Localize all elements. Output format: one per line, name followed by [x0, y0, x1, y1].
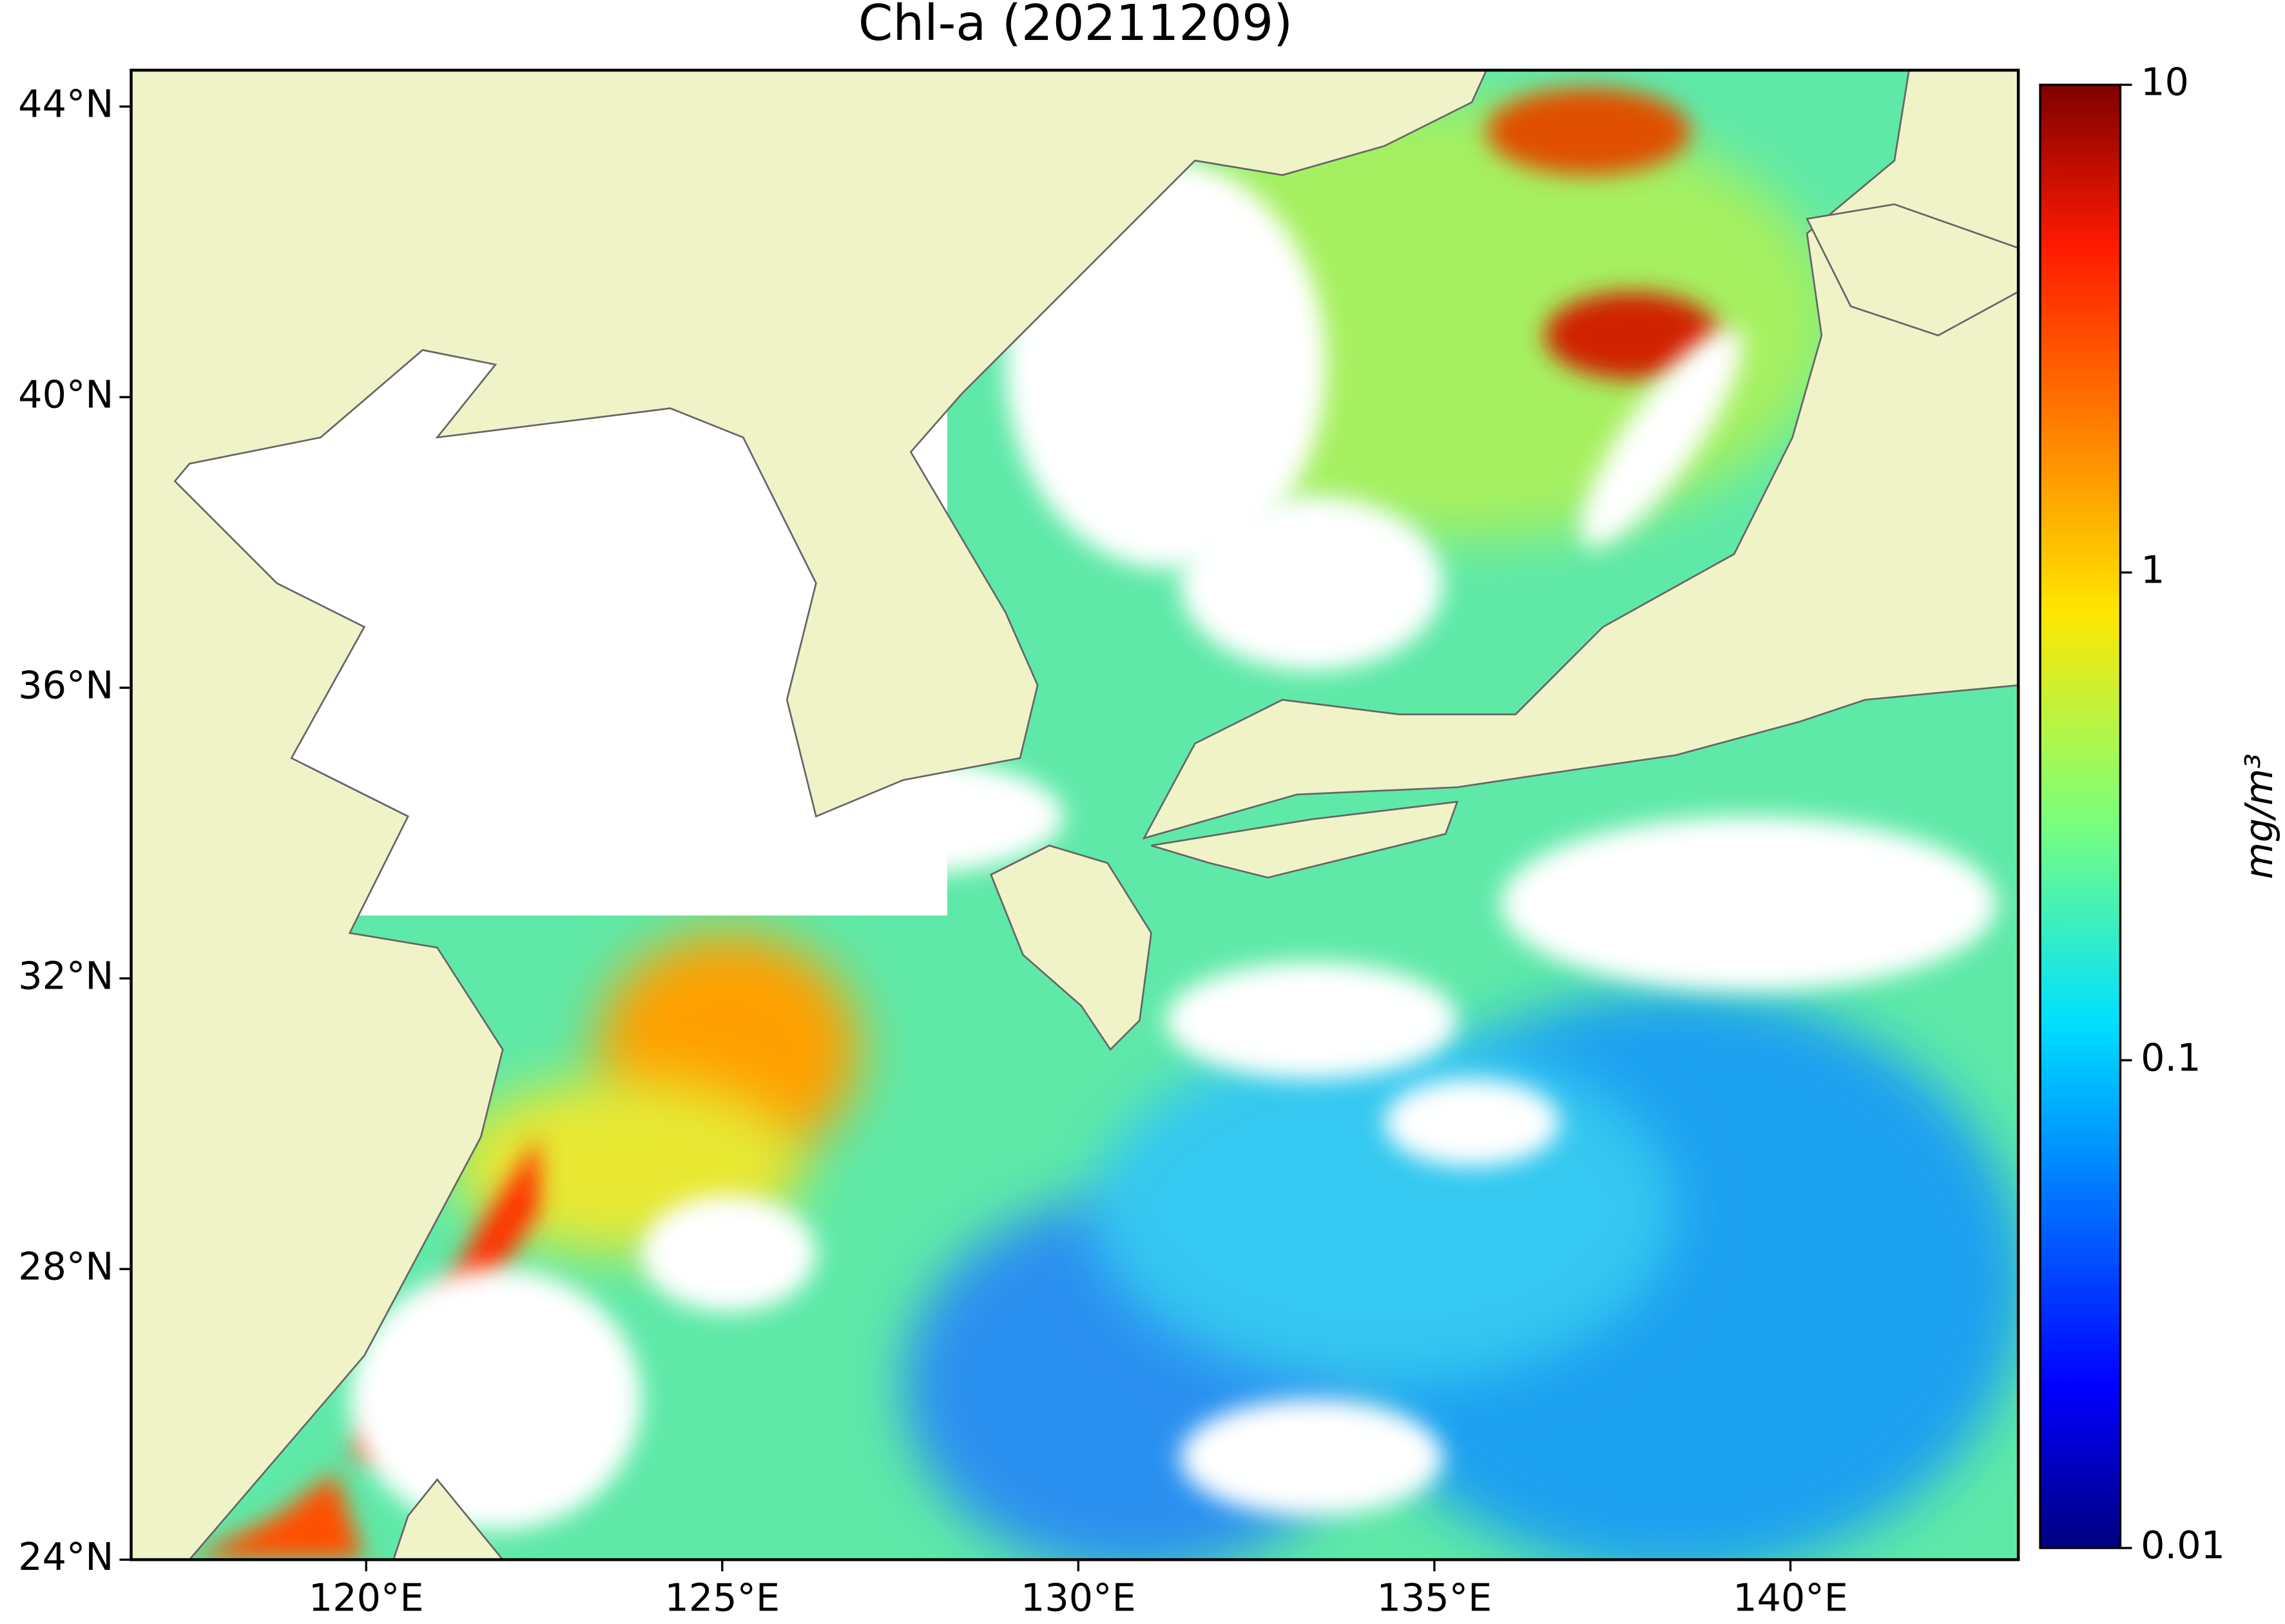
map-area	[130, 68, 2020, 1561]
y-tick-label: 24°N	[18, 1534, 113, 1579]
x-tick-label: 125°E	[664, 1576, 780, 1620]
map-frame	[130, 68, 2020, 1561]
x-tick-label: 140°E	[1733, 1576, 1848, 1620]
y-tick-label: 28°N	[18, 1244, 113, 1288]
colorbar-tick-label: 1	[2141, 547, 2164, 592]
x-tick-label: 120°E	[309, 1576, 424, 1620]
colorbar	[2039, 83, 2122, 1549]
colorbar-label: mg/m³	[2237, 753, 2281, 879]
title: Chl-a (20211209)	[858, 0, 1293, 52]
y-tick-label: 32°N	[18, 953, 113, 998]
colorbar-tick-label: 0.1	[2141, 1035, 2201, 1079]
kyushu	[990, 844, 1152, 1051]
colorbar-tick-label: 10	[2141, 60, 2189, 104]
y-tick-label: 36°N	[18, 662, 113, 707]
x-tick-label: 130°E	[1021, 1576, 1136, 1620]
colorbar-tick-label: 0.01	[2141, 1523, 2225, 1567]
y-tick-label: 40°N	[18, 372, 113, 416]
shikoku	[1151, 800, 1459, 879]
y-tick-label: 44°N	[18, 81, 113, 126]
x-tick-label: 135°E	[1377, 1576, 1492, 1620]
